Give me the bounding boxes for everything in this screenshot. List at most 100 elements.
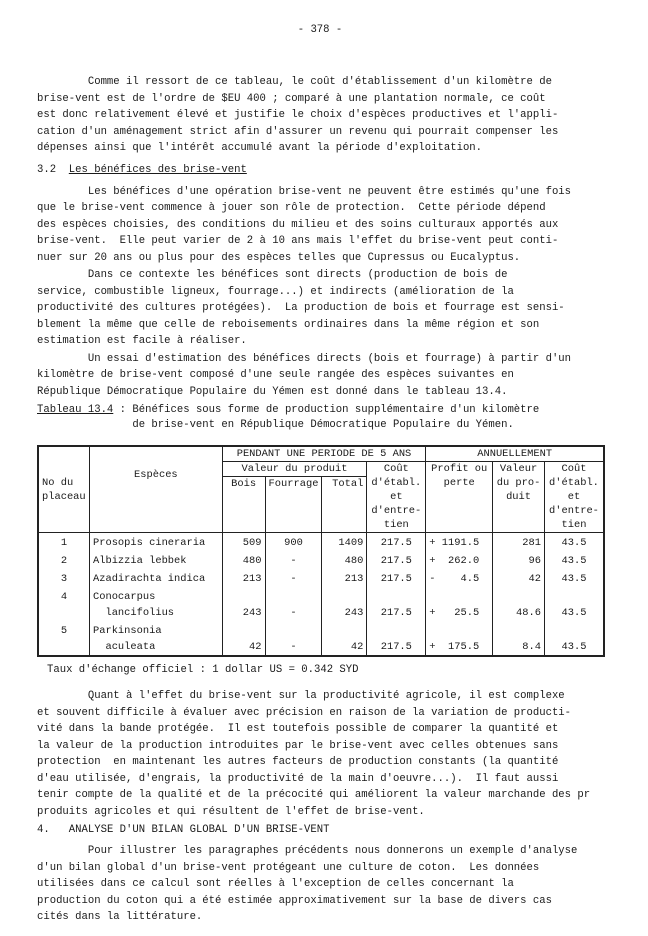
line: utilisées dans ce calcul sont réelles à … xyxy=(37,878,514,890)
header-no: No du placeau xyxy=(37,445,90,533)
cell-bois: 509 xyxy=(221,532,266,551)
paragraph-productivity: Quant à l'effet du brise-vent sur la pro… xyxy=(37,688,617,820)
cell-espece: Prosopis cineraria xyxy=(88,532,223,551)
line: produits agricoles et qui résultent de l… xyxy=(37,805,425,818)
cell-valeur: 48.6 xyxy=(492,587,545,621)
table-caption: Tableau 13.4 : Bénéfices sous forme de p… xyxy=(37,403,617,433)
paragraph-context: Dans ce contexte les bénéfices sont dire… xyxy=(37,267,617,350)
line: tenir compte de la qualité et de la préc… xyxy=(37,789,591,801)
cell-total: 243 xyxy=(321,587,368,621)
cell-profit: - 4.5 xyxy=(425,569,494,587)
line: kilomètre de brise-vent composé d'une se… xyxy=(37,369,514,381)
line: nuer sur 20 ans ou plus pour des espèces… xyxy=(37,251,521,264)
line: brise-vent est de l'ordre de $EU 400 ; c… xyxy=(37,92,546,105)
cell-cout: 217.5 xyxy=(366,532,427,551)
cell-profit: + 175.5 xyxy=(425,621,494,657)
line: Un essai d'estimation des bénéfices dire… xyxy=(37,352,572,365)
cell-no: 4 xyxy=(37,587,90,621)
header-bois: Bois xyxy=(221,476,266,533)
cell-total: 480 xyxy=(321,551,368,569)
line: estimation est facile à réaliser. xyxy=(37,335,247,347)
caption-line: de brise-vent en République Démocratique… xyxy=(37,419,514,431)
cell-fourrage: - xyxy=(264,569,323,587)
header-especes: Espèces xyxy=(88,445,223,533)
line: est donc relativement élevé et justifie … xyxy=(37,109,559,121)
cell-cout-annuel: 43.5 xyxy=(543,569,605,587)
line: protection en maintenant les autres fact… xyxy=(37,756,559,768)
cell-fourrage: - xyxy=(264,621,323,657)
cell-cout: 217.5 xyxy=(366,587,427,621)
cell-espece: Conocarpus lancifolius xyxy=(88,587,223,621)
cell-valeur: 96 xyxy=(492,551,545,569)
benefits-table: No du placeau Espèces PENDANT UNE PERIOD… xyxy=(37,445,605,657)
section-title: ANALYSE D'UN BILAN GLOBAL D'UN BRISE-VEN… xyxy=(68,824,330,836)
exchange-rate-note: Taux d'échange officiel : 1 dollar US = … xyxy=(47,664,359,676)
cell-profit: + 1191.5 xyxy=(425,532,494,551)
line: des espèces choisies, des conditions du … xyxy=(37,218,559,231)
paragraph-estimate: Un essai d'estimation des bénéfices dire… xyxy=(37,351,617,401)
cell-no: 3 xyxy=(37,569,90,587)
line: Les bénéfices d'une opération brise-vent… xyxy=(37,185,572,198)
cell-bois: 480 xyxy=(221,551,266,569)
header-cout-annuel: Coût d'établ. et d'entre- tien xyxy=(543,461,605,533)
line: cation d'un aménagement strict afin d'as… xyxy=(37,125,559,138)
cell-no: 1 xyxy=(37,532,90,551)
cell-cout-annuel: 43.5 xyxy=(543,587,605,621)
table-row: 5 Parkinsonia aculeata 42-42 217.5 + 175.5 8.… xyxy=(37,621,605,657)
line: la valeur de la production introduites p… xyxy=(37,739,559,752)
header-period: PENDANT UNE PERIODE DE 5 ANS xyxy=(221,445,427,462)
table-row: 4 Conocarpus lancifolius 243-243 217.5 + 25.… xyxy=(37,587,605,621)
cell-total: 1409 xyxy=(321,532,368,551)
cell-no: 5 xyxy=(37,621,90,657)
cell-espece: Parkinsonia aculeata xyxy=(88,621,223,657)
table-row: 1 Prosopis cineraria 509 900 1409 217.5 + 1191… xyxy=(37,532,605,551)
cell-profit: + 25.5 xyxy=(425,587,494,621)
line: productivité des cultures protégées). La… xyxy=(37,302,565,314)
line: d'eau utilisée, d'engrais, la productivi… xyxy=(37,772,559,785)
cell-fourrage: - xyxy=(264,551,323,569)
cell-cout: 217.5 xyxy=(366,551,427,569)
cell-cout-annuel: 43.5 xyxy=(543,551,605,569)
cell-espece: Albizzia lebbek xyxy=(88,551,223,569)
header-cout: Coût d'établ. et d'entre- tien xyxy=(366,461,427,533)
paragraph-cost: Comme il ressort de ce tableau, le coût … xyxy=(37,74,617,157)
cell-bois: 42 xyxy=(221,621,266,657)
table-row: 3 Azadirachta indica 213-213 217.5- 4.5 42 43… xyxy=(37,569,605,587)
line: dépenses ainsi que l'intérêt accumulé av… xyxy=(37,142,483,154)
cell-fourrage: 900 xyxy=(264,532,323,551)
paragraph-benefits: Les bénéfices d'une opération brise-vent… xyxy=(37,184,617,267)
cell-total: 42 xyxy=(321,621,368,657)
table-row: 2 Albizzia lebbek 480-480 217.5 + 262.0 96 43.… xyxy=(37,551,605,569)
line: service, combustible ligneux, fourrage..… xyxy=(37,285,514,298)
cell-valeur: 42 xyxy=(492,569,545,587)
caption-line: : Bénéfices sous forme de production sup… xyxy=(113,404,540,416)
page-number: - 378 - xyxy=(297,24,343,36)
line: Pour illustrer les paragraphes précédent… xyxy=(37,845,578,857)
cell-cout: 217.5 xyxy=(366,621,427,657)
section-heading-3-2: 3.2 Les bénéfices des brise-vent xyxy=(37,162,627,179)
line: République Démocratique Populaire du Yém… xyxy=(37,385,508,398)
header-total: Total xyxy=(321,476,368,533)
line: vité dans la bande protégée. Il est tout… xyxy=(37,723,559,735)
header-annual: ANNUELLEMENT xyxy=(425,445,605,462)
line: Quant à l'effet du brise-vent sur la pro… xyxy=(37,690,565,702)
paragraph-analysis: Pour illustrer les paragraphes précédent… xyxy=(37,843,617,926)
cell-bois: 213 xyxy=(221,569,266,587)
cell-bois: 243 xyxy=(221,587,266,621)
line: d'un bilan global d'un brise-vent protég… xyxy=(37,861,540,874)
cell-no: 2 xyxy=(37,551,90,569)
cell-espece: Azadirachta indica xyxy=(88,569,223,587)
line: cités dans la littérature. xyxy=(37,911,203,923)
table-label: Tableau 13.4 xyxy=(37,404,114,416)
section-heading-4: 4. ANALYSE D'UN BILAN GLOBAL D'UN BRISE-… xyxy=(37,822,627,839)
line: que le brise-vent commence à jouer son r… xyxy=(37,202,546,214)
header-fourrage: Fourrage xyxy=(264,476,323,533)
document-page: - 378 - Comme il ressort de ce tableau, … xyxy=(37,24,627,926)
line: Comme il ressort de ce tableau, le coût … xyxy=(37,76,552,88)
section-number: 3.2 xyxy=(37,163,57,176)
line: brise-vent. Elle peut varier de 2 à 10 a… xyxy=(37,235,559,247)
cell-cout-annuel: 43.5 xyxy=(543,621,605,657)
cell-cout: 217.5 xyxy=(366,569,427,587)
cell-profit: + 262.0 xyxy=(425,551,494,569)
line: production du coton qui a été estimée ap… xyxy=(37,894,552,907)
